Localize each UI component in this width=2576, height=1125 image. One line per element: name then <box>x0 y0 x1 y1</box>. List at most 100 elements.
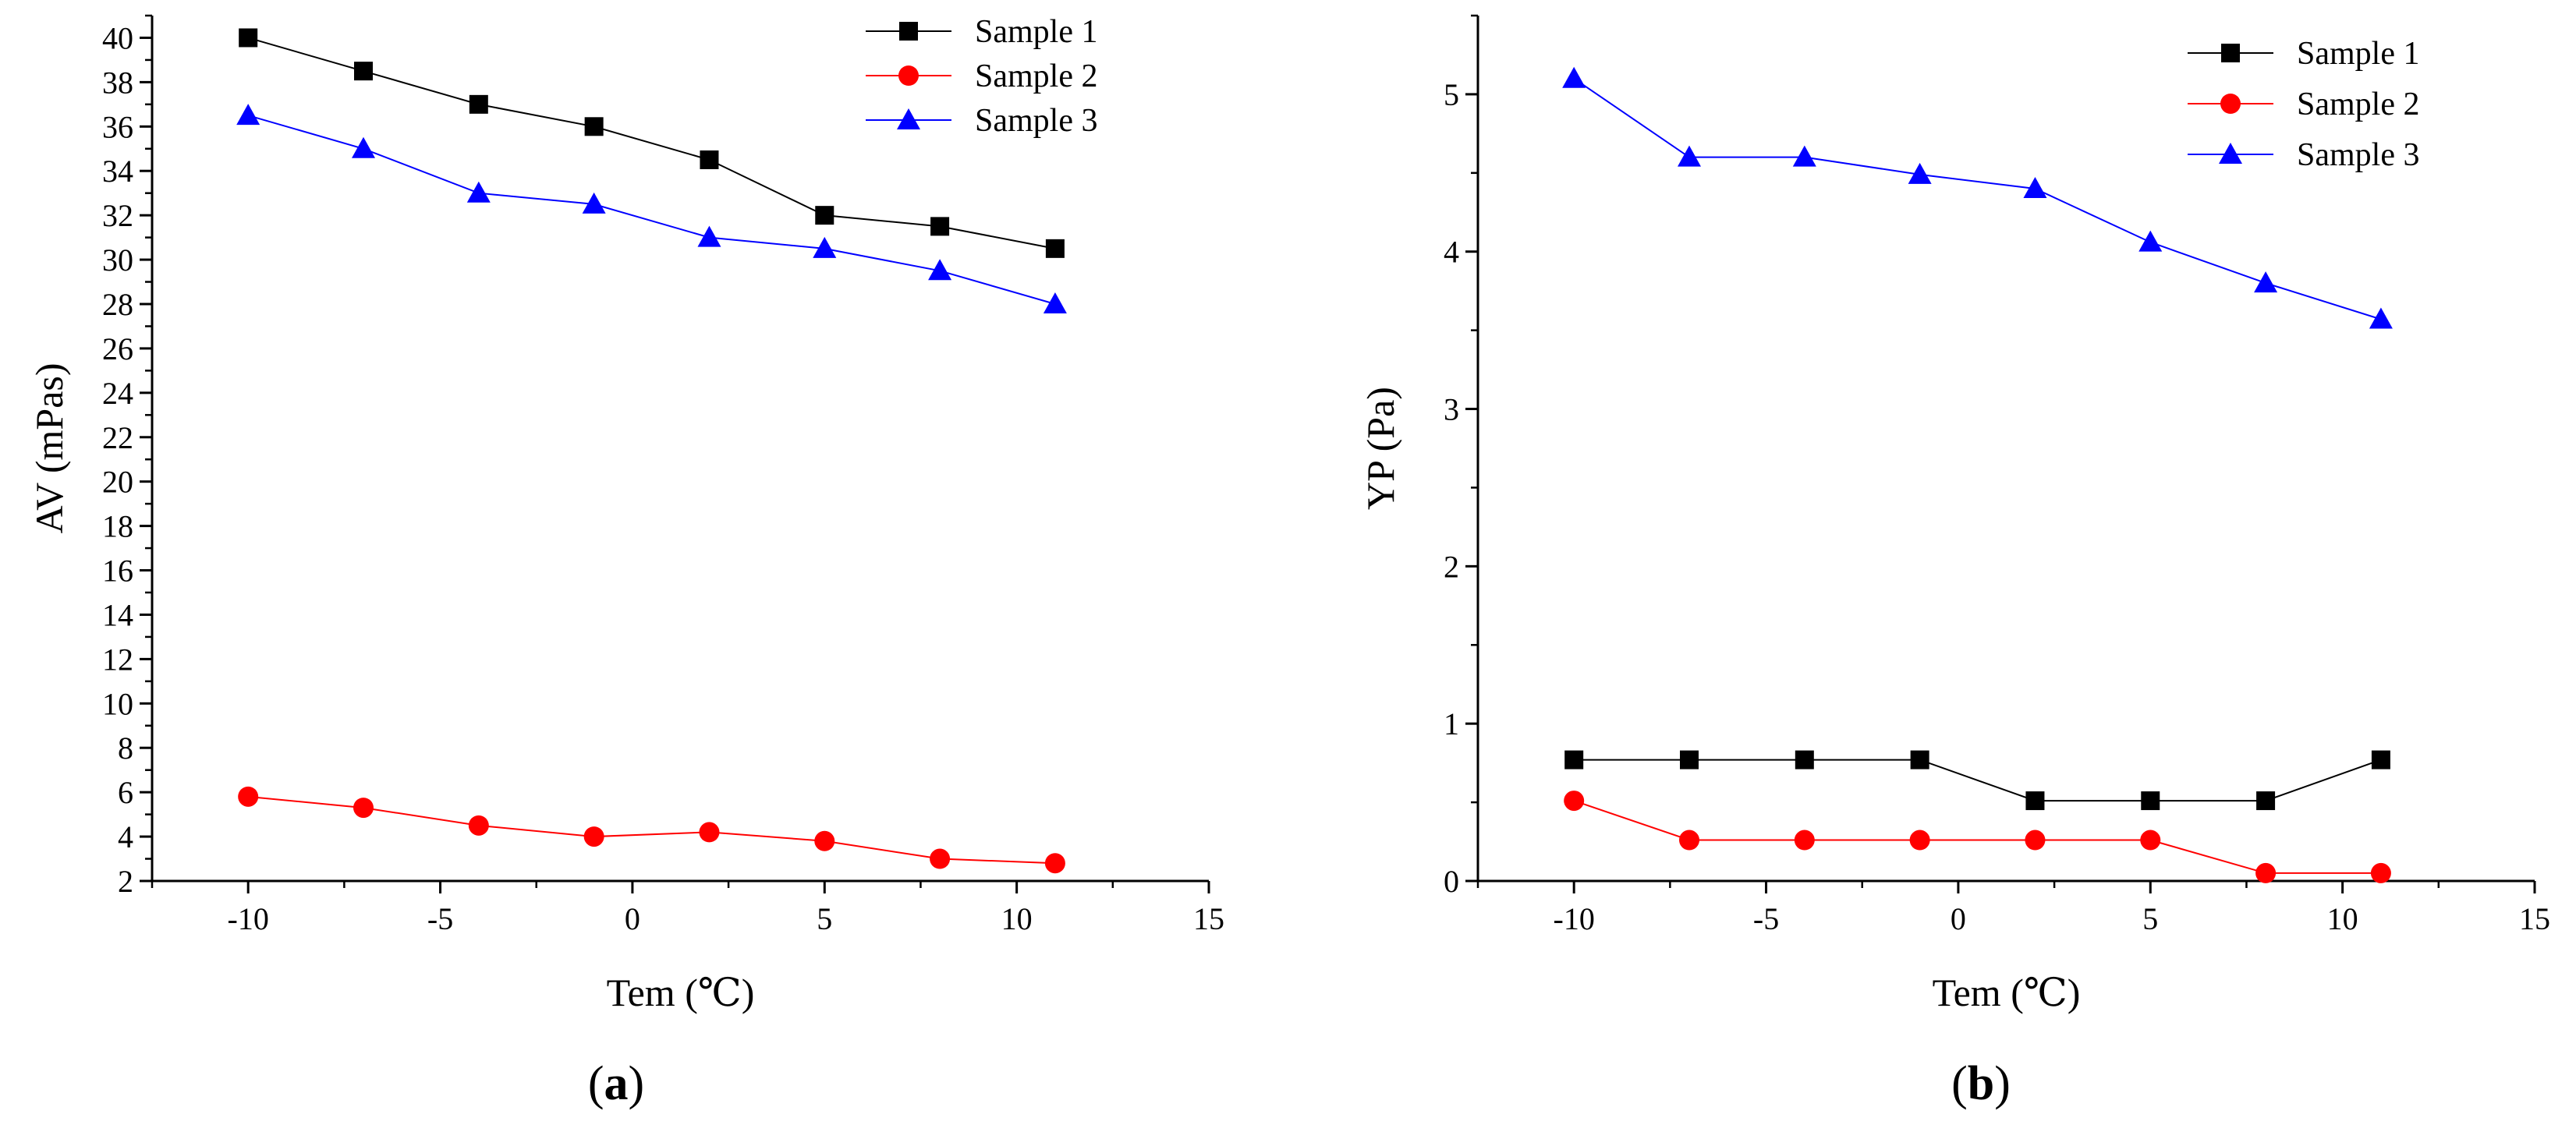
x-tick-label: 15 <box>1193 901 1224 936</box>
y-tick-label: 34 <box>102 154 133 189</box>
x-tick-label: 5 <box>817 901 832 936</box>
y-tick-label: 10 <box>102 686 133 721</box>
data-point-sample-3 <box>2254 271 2278 293</box>
legend-label: Sample 3 <box>975 103 1097 139</box>
legend-label: Sample 3 <box>2297 137 2419 173</box>
data-point-sample-2 <box>1679 830 1699 851</box>
y-tick-label: 24 <box>102 376 133 411</box>
data-point-sample-2 <box>1564 791 1585 812</box>
legend-marker <box>2219 143 2242 164</box>
data-point-sample-1 <box>2025 791 2045 811</box>
data-point-sample-3 <box>1562 66 1586 88</box>
panel-label: (b) <box>1951 1057 2011 1110</box>
data-point-sample-3 <box>1678 145 1701 167</box>
data-point-sample-3 <box>2023 177 2047 198</box>
x-tick-label: 10 <box>1001 901 1033 936</box>
y-tick-label: 16 <box>102 554 133 589</box>
data-point-sample-2 <box>930 848 951 869</box>
data-point-sample-1 <box>930 217 950 236</box>
data-point-sample-2 <box>583 826 604 847</box>
series-line-1 <box>247 37 1056 249</box>
data-point-sample-3 <box>2369 307 2393 329</box>
legend-marker <box>897 108 920 129</box>
y-tick-label: 30 <box>102 242 133 278</box>
data-point-sample-2 <box>1044 853 1065 874</box>
data-point-sample-3 <box>2138 230 2163 252</box>
data-point-sample-2 <box>238 786 259 807</box>
data-point-sample-3 <box>466 181 491 203</box>
x-axis-title: Tem (℃) <box>1933 971 2081 1014</box>
x-tick-label: -10 <box>228 901 269 936</box>
data-point-sample-3 <box>1792 145 1816 167</box>
y-tick-label: 22 <box>102 420 133 455</box>
data-point-sample-1 <box>469 94 488 114</box>
data-point-sample-1 <box>2141 791 2160 811</box>
data-point-sample-1 <box>1045 239 1065 258</box>
data-point-sample-2 <box>1794 830 1815 851</box>
x-tick-label: 15 <box>2519 901 2550 936</box>
data-point-sample-1 <box>354 62 373 81</box>
legend-label: Sample 1 <box>975 14 1097 50</box>
chart-panel-b: -10 -5 0 5 10 15 0 1 2 3 4 5 Tem (℃) YP (Pa) (b) Sample… <box>1359 14 2550 1110</box>
y-tick-label: 32 <box>102 198 133 233</box>
data-point-sample-2 <box>468 815 489 836</box>
data-point-sample-2 <box>814 830 835 851</box>
y-tick-label: 26 <box>102 331 133 366</box>
series-line-3 <box>247 115 1056 305</box>
data-point-sample-1 <box>815 206 834 225</box>
y-tick-label: 8 <box>118 731 133 766</box>
y-tick-label: 12 <box>102 642 133 677</box>
data-point-sample-2 <box>2140 830 2161 851</box>
x-tick-label: 10 <box>2327 901 2358 936</box>
y-tick-label: 6 <box>118 775 133 810</box>
series-line-2 <box>1573 800 2381 874</box>
legend-marker <box>2220 94 2241 114</box>
y-tick-label: 4 <box>118 819 133 854</box>
data-point-sample-2 <box>1909 830 1930 851</box>
panel-label: (a) <box>588 1057 644 1110</box>
legend-marker <box>898 65 919 86</box>
y-tick-label: 14 <box>102 597 133 632</box>
y-tick-label: 0 <box>1444 864 1459 899</box>
x-tick-label: -5 <box>1753 901 1779 936</box>
data-point-sample-2 <box>699 822 720 843</box>
data-point-sample-2 <box>2025 830 2046 851</box>
y-tick-label: 1 <box>1444 706 1459 741</box>
data-point-sample-3 <box>582 192 606 214</box>
y-tick-label: 3 <box>1444 392 1459 427</box>
x-tick-label: 0 <box>625 901 640 936</box>
data-point-sample-3 <box>1908 162 1932 184</box>
y-axis-title: YP (Pa) <box>1359 387 1402 510</box>
series-line-2 <box>248 795 1055 865</box>
data-point-sample-3 <box>236 104 260 126</box>
data-point-sample-3 <box>928 259 952 281</box>
chart-panel-a: -10 -5 0 5 10 1524681012141618202224262830323… <box>27 14 1224 1110</box>
data-point-sample-1 <box>2371 750 2390 769</box>
y-tick-label: 36 <box>102 109 133 144</box>
data-point-sample-3 <box>813 236 837 258</box>
data-point-sample-1 <box>2256 791 2276 811</box>
x-tick-label: -10 <box>1554 901 1595 936</box>
x-tick-label: -5 <box>427 901 453 936</box>
x-tick-label: 0 <box>1951 901 1966 936</box>
data-point-sample-2 <box>2370 862 2391 883</box>
x-axis-title: Tem (℃) <box>607 971 755 1014</box>
y-axis-title: AV (mPas) <box>27 363 71 533</box>
data-point-sample-3 <box>697 225 721 247</box>
data-point-sample-1 <box>1910 750 1929 769</box>
y-tick-label: 28 <box>102 287 133 322</box>
data-point-sample-2 <box>353 798 374 819</box>
data-point-sample-1 <box>1564 750 1584 769</box>
data-point-sample-2 <box>2255 862 2277 883</box>
data-point-sample-3 <box>1043 292 1067 313</box>
legend-marker <box>2221 44 2240 62</box>
y-tick-label: 18 <box>102 509 133 544</box>
series-line-1 <box>1574 759 2382 802</box>
y-tick-label: 2 <box>118 864 133 899</box>
y-tick-label: 5 <box>1444 77 1459 112</box>
y-tick-label: 2 <box>1444 549 1459 584</box>
legend-marker <box>899 22 918 41</box>
legend-label: Sample 2 <box>975 58 1097 94</box>
y-tick-label: 4 <box>1444 235 1459 270</box>
